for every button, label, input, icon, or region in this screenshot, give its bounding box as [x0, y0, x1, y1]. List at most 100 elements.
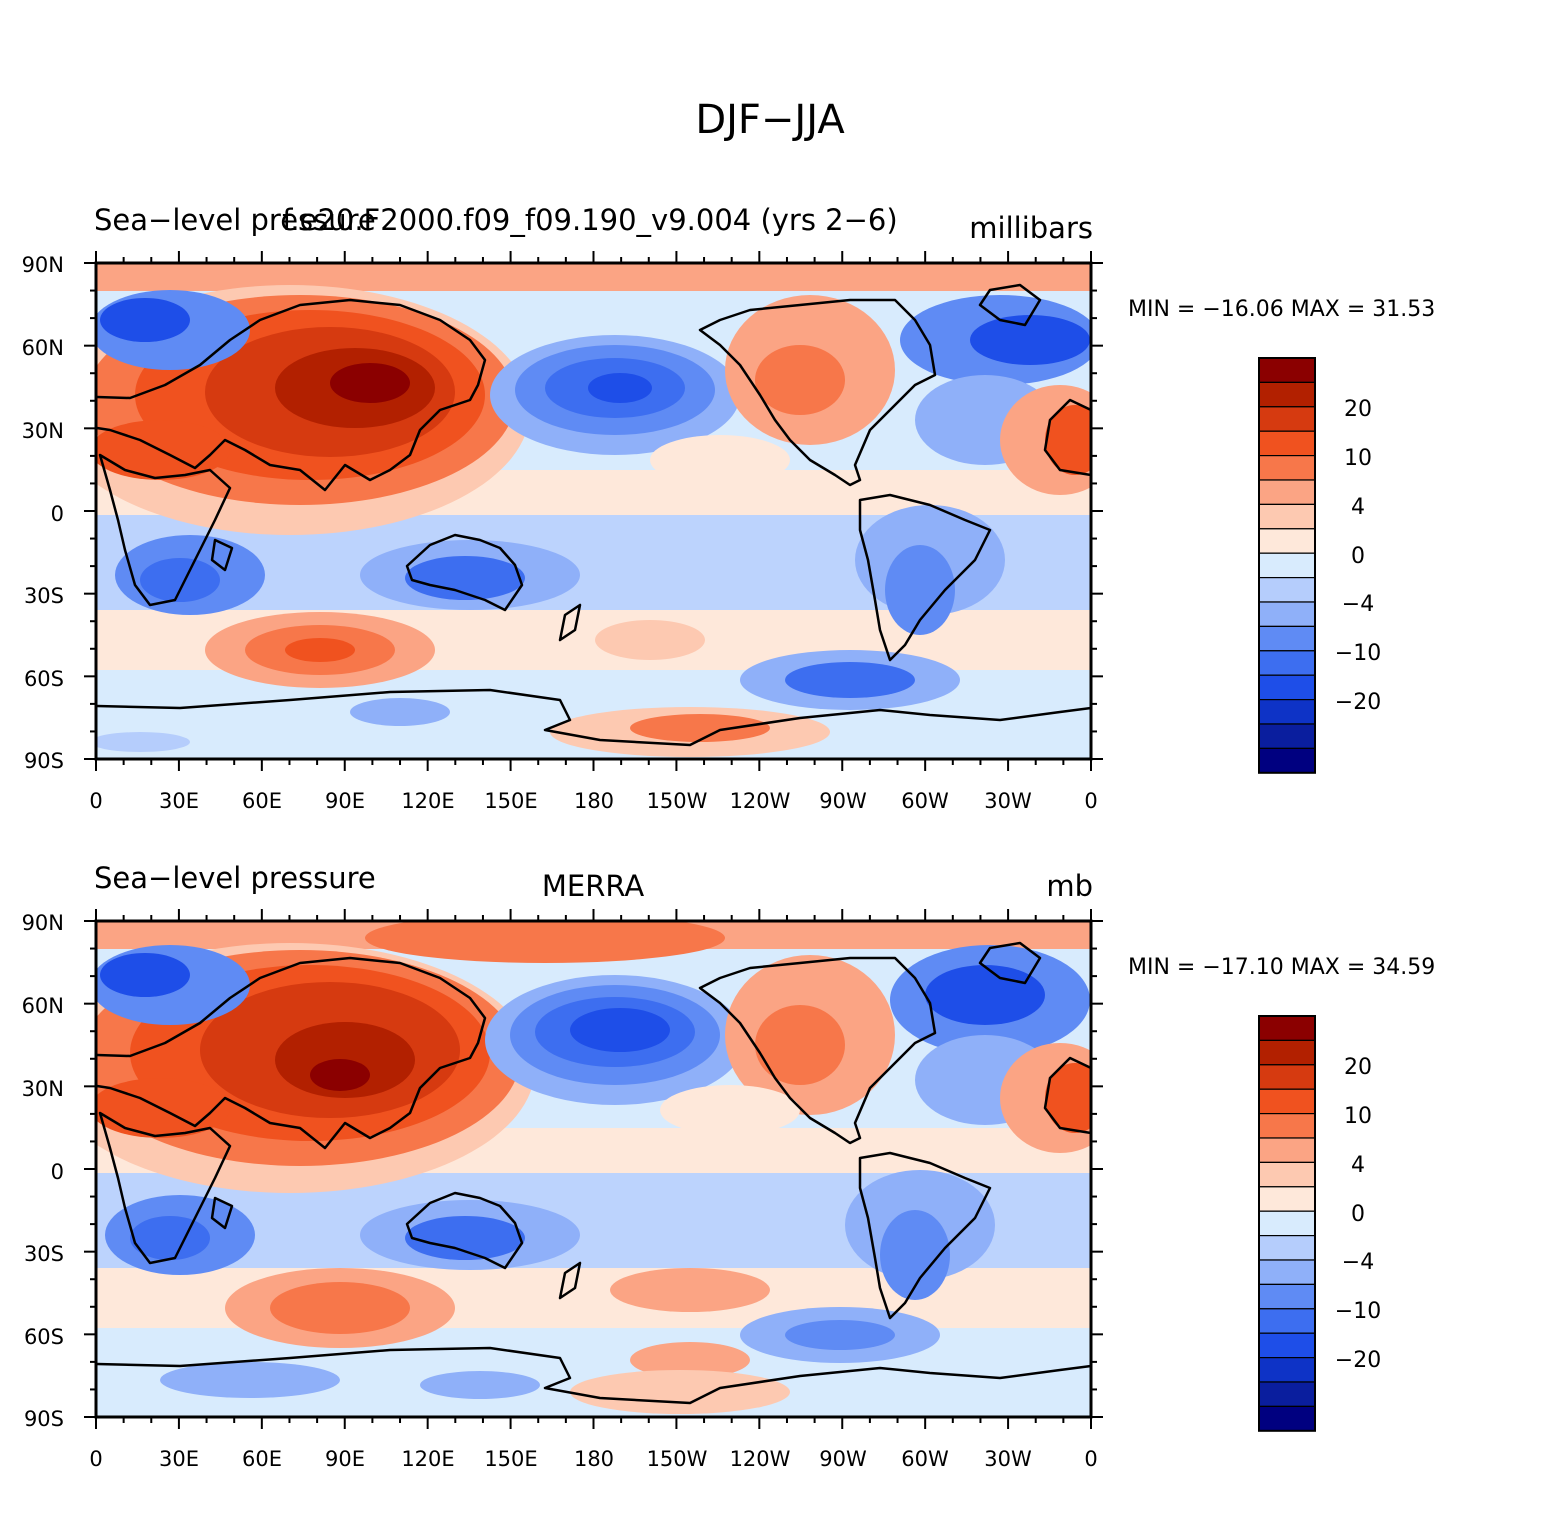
colorbar-box [1258, 674, 1316, 701]
panel-merra-left-title: Sea−level pressure [94, 861, 376, 895]
lat-label: 90S [24, 749, 64, 773]
colorbar-box [1258, 1186, 1316, 1212]
colorbar-box [1258, 503, 1316, 530]
colorbar-box [1258, 1161, 1316, 1188]
colorbar-box [1258, 601, 1316, 627]
figure-title: DJF−JJA [695, 97, 845, 143]
panel-merra-lat-labels: 90N 60N 30N 0 30S 60S 90S [22, 911, 64, 1431]
lon-label: 60W [901, 789, 949, 813]
lon-label: 180 [574, 789, 614, 813]
lat-label: 90N [22, 911, 64, 935]
lat-label: 90N [22, 253, 64, 277]
lon-label: 90E [325, 789, 365, 813]
lon-label: 180 [574, 1447, 614, 1471]
colorbar-frame [1258, 1015, 1316, 1432]
lon-label: 150W [647, 1447, 708, 1471]
colorbar-box [1258, 552, 1316, 579]
colorbar-box [1258, 723, 1316, 749]
panel-merra-colorbar-labels: 20 10 4 0 −4 −10 −20 [1335, 1055, 1381, 1373]
lat-label: 30S [24, 1242, 64, 1266]
lon-label: 120E [401, 1447, 454, 1471]
colorbar-box [1258, 1137, 1316, 1163]
colorbar-box [1258, 1088, 1316, 1115]
panel-model-colorbar-labels: 20 10 4 0 −4 −10 −20 [1335, 397, 1381, 715]
lon-label: 0 [1084, 789, 1097, 813]
colorbar-label: −20 [1335, 1348, 1381, 1373]
colorbar-box [1258, 625, 1316, 652]
lon-label: 90W [819, 789, 867, 813]
lat-label: 30S [24, 584, 64, 608]
lon-label: 120W [730, 1447, 791, 1471]
lon-label: 90W [819, 1447, 867, 1471]
colorbar-label: −10 [1335, 641, 1381, 666]
panel-model: Sea−level pressure f.e20.F2000.f09_f09.1… [22, 203, 1436, 813]
colorbar-label: −20 [1335, 690, 1381, 715]
lon-label: 30W [984, 1447, 1032, 1471]
lon-label: 0 [89, 1447, 102, 1471]
lat-label: 60S [24, 667, 64, 691]
colorbar-box [1258, 1210, 1316, 1237]
colorbar-box [1258, 1308, 1316, 1334]
panel-merra: Sea−level pressure MERRA mb [22, 861, 1436, 1471]
lat-label: 90S [24, 1407, 64, 1431]
colorbar-label: 4 [1351, 1153, 1365, 1178]
panel-merra-units: mb [1046, 869, 1093, 903]
colorbar-box [1258, 1283, 1316, 1310]
lat-label: 30N [22, 1077, 64, 1101]
colorbar-box [1258, 479, 1316, 505]
panel-merra-center-title: MERRA [542, 869, 644, 903]
colorbar-box [1258, 1234, 1316, 1261]
lat-label: 0 [51, 502, 64, 526]
lat-label: 30N [22, 419, 64, 443]
panel-model-map [96, 263, 1091, 759]
colorbar-box [1258, 406, 1316, 432]
lon-label: 120W [730, 789, 791, 813]
lon-label: 120E [401, 789, 454, 813]
panel-merra-ticks [84, 909, 1103, 1429]
lat-label: 0 [51, 1160, 64, 1184]
lon-label: 30E [159, 789, 199, 813]
colorbar-box [1258, 455, 1316, 481]
lon-label: 60E [242, 1447, 282, 1471]
lon-label: 60E [242, 789, 282, 813]
panel-merra-lon-labels: 0 30E 60E 90E 120E 150E 180 150W 120W 90… [89, 1447, 1097, 1471]
panel-model-min-max: MIN = −16.06 MAX = 31.53 [1128, 297, 1435, 322]
colorbar-label: −4 [1342, 1250, 1374, 1275]
colorbar-box [1258, 1039, 1316, 1066]
colorbar-box [1258, 1015, 1316, 1041]
lon-label: 150E [484, 789, 537, 813]
colorbar-box [1258, 357, 1316, 383]
lon-label: 60W [901, 1447, 949, 1471]
colorbar-frame [1258, 357, 1316, 774]
lon-label: 30E [159, 1447, 199, 1471]
panel-model-lon-labels: 0 30E 60E 90E 120E 150E 180 150W 120W 90… [89, 789, 1097, 813]
colorbar-label: 10 [1344, 446, 1372, 471]
lon-label: 30W [984, 789, 1032, 813]
colorbar-box [1258, 430, 1316, 457]
colorbar-label: 20 [1344, 1055, 1372, 1080]
panel-model-lat-labels: 90N 60N 30N 0 30S 60S 90S [22, 253, 64, 773]
panel-merra-coastlines [96, 941, 1091, 1405]
panel-model-left-title: Sea−level pressure [94, 203, 376, 237]
colorbar-box [1258, 698, 1316, 725]
lon-label: 0 [1084, 1447, 1097, 1471]
lon-label: 90E [325, 1447, 365, 1471]
panel-merra-min-max: MIN = −17.10 MAX = 34.59 [1128, 955, 1435, 980]
colorbar-box [1258, 1259, 1316, 1285]
panel-merra-map [96, 921, 1091, 1417]
panel-merra-colorbar [1258, 1015, 1316, 1432]
panel-model-colorbar [1258, 357, 1316, 774]
colorbar-box [1258, 1381, 1316, 1407]
colorbar-box [1258, 650, 1316, 676]
colorbar-label: 0 [1351, 544, 1365, 569]
colorbar-label: 10 [1344, 1104, 1372, 1129]
lat-label: 60N [22, 994, 64, 1018]
lat-label: 60N [22, 336, 64, 360]
panel-model-center-title: f.e20.F2000.f09_f09.190_v9.004 (yrs 2−6) [282, 203, 897, 237]
colorbar-label: 0 [1351, 1202, 1365, 1227]
colorbar-box [1258, 1112, 1316, 1139]
colorbar-box [1258, 1405, 1316, 1432]
colorbar-label: 20 [1344, 397, 1372, 422]
lon-label: 0 [89, 789, 102, 813]
